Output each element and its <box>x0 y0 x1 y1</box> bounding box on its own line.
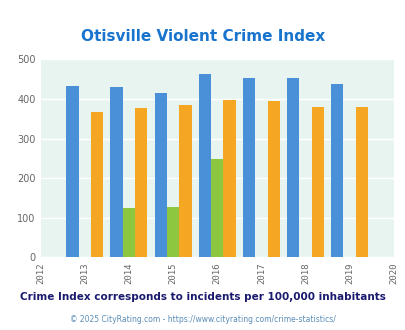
Bar <box>110 87 122 257</box>
Bar <box>198 75 211 257</box>
Bar <box>286 79 298 257</box>
Bar <box>122 208 135 257</box>
Bar <box>66 86 79 257</box>
Bar <box>355 107 367 257</box>
Text: Crime Index corresponds to incidents per 100,000 inhabitants: Crime Index corresponds to incidents per… <box>20 292 385 302</box>
Text: © 2025 CityRating.com - https://www.cityrating.com/crime-statistics/: © 2025 CityRating.com - https://www.city… <box>70 315 335 324</box>
Bar <box>242 79 255 257</box>
Bar <box>330 84 343 257</box>
Bar <box>179 105 191 257</box>
Bar <box>135 108 147 257</box>
Bar <box>166 207 179 257</box>
Legend: Otisville, Michigan, National: Otisville, Michigan, National <box>84 326 350 330</box>
Bar <box>154 93 166 257</box>
Bar <box>311 107 323 257</box>
Bar <box>223 100 235 257</box>
Text: Otisville Violent Crime Index: Otisville Violent Crime Index <box>81 29 324 44</box>
Bar <box>211 159 223 257</box>
Bar <box>91 112 103 257</box>
Bar <box>267 101 279 257</box>
